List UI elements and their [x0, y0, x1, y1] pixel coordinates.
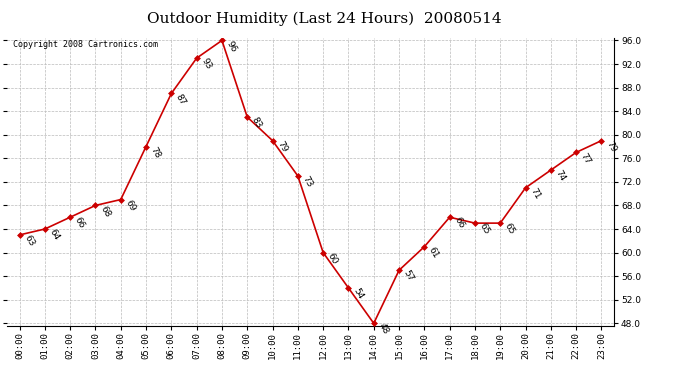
Text: 73: 73: [301, 175, 314, 189]
Text: 77: 77: [579, 151, 593, 165]
Text: Copyright 2008 Cartronics.com: Copyright 2008 Cartronics.com: [13, 40, 158, 50]
Text: 69: 69: [124, 198, 137, 213]
Text: 66: 66: [453, 216, 466, 230]
Text: 71: 71: [529, 186, 542, 201]
Text: 68: 68: [98, 204, 112, 219]
Text: 66: 66: [73, 216, 86, 230]
Text: 93: 93: [199, 57, 213, 71]
Text: 61: 61: [427, 245, 441, 260]
Text: 79: 79: [604, 139, 618, 154]
Text: 74: 74: [553, 169, 567, 183]
Text: 78: 78: [149, 145, 162, 160]
Text: 63: 63: [22, 234, 36, 248]
Text: 87: 87: [174, 92, 188, 106]
Text: 65: 65: [477, 222, 491, 236]
Text: 83: 83: [250, 116, 264, 130]
Text: 57: 57: [402, 269, 415, 284]
Text: 79: 79: [275, 139, 289, 154]
Text: 60: 60: [326, 251, 339, 266]
Text: 96: 96: [225, 39, 238, 54]
Text: Outdoor Humidity (Last 24 Hours)  20080514: Outdoor Humidity (Last 24 Hours) 2008051…: [147, 11, 502, 26]
Text: 65: 65: [503, 222, 517, 236]
Text: 64: 64: [48, 228, 61, 242]
Text: 48: 48: [377, 322, 390, 336]
Text: 54: 54: [351, 286, 365, 301]
